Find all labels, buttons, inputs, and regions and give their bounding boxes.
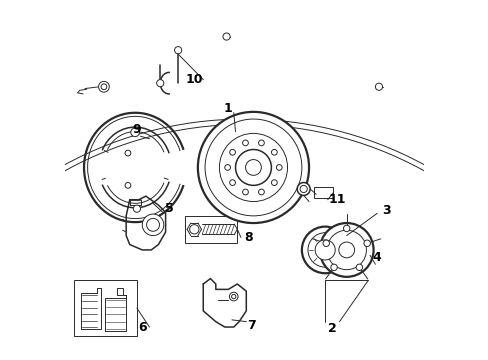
Circle shape [375,83,382,90]
Circle shape [235,149,271,185]
Bar [313,187,333,198]
Circle shape [189,225,199,234]
Circle shape [271,149,277,155]
Circle shape [307,233,342,267]
Circle shape [99,81,109,92]
Text: 8: 8 [244,231,252,244]
Text: 9: 9 [132,123,141,136]
Circle shape [219,134,287,202]
Circle shape [338,242,354,258]
Circle shape [174,46,182,54]
Circle shape [326,230,366,270]
Circle shape [101,84,106,90]
Circle shape [229,292,238,301]
Circle shape [297,183,309,195]
Circle shape [245,159,261,175]
Circle shape [125,183,131,188]
Circle shape [343,225,349,231]
Circle shape [242,140,248,146]
Circle shape [242,189,248,195]
Circle shape [301,226,348,273]
Circle shape [204,119,301,216]
Circle shape [314,240,335,260]
Circle shape [198,112,308,223]
Text: 11: 11 [328,193,346,206]
Circle shape [224,165,230,170]
Circle shape [223,33,230,40]
Circle shape [271,180,277,185]
Circle shape [125,150,131,156]
Circle shape [156,80,163,87]
Circle shape [355,264,362,271]
Bar [74,280,137,336]
Circle shape [229,149,235,155]
Text: 7: 7 [247,319,256,332]
Circle shape [131,128,139,136]
Text: 4: 4 [372,251,381,264]
Circle shape [363,240,369,247]
Text: 2: 2 [327,322,336,335]
Text: 6: 6 [138,320,146,333]
Circle shape [258,140,264,146]
Circle shape [133,205,140,212]
Circle shape [300,185,306,193]
Circle shape [323,240,329,247]
Text: 10: 10 [185,73,203,86]
Text: 3: 3 [381,204,389,217]
Bar [185,216,237,243]
Circle shape [229,180,235,185]
Circle shape [258,189,264,195]
Text: 1: 1 [224,102,232,115]
Circle shape [330,264,337,271]
Text: 5: 5 [164,202,173,215]
Circle shape [276,165,282,170]
Circle shape [146,219,159,231]
Circle shape [231,294,235,299]
Circle shape [319,223,373,277]
Circle shape [142,214,163,235]
